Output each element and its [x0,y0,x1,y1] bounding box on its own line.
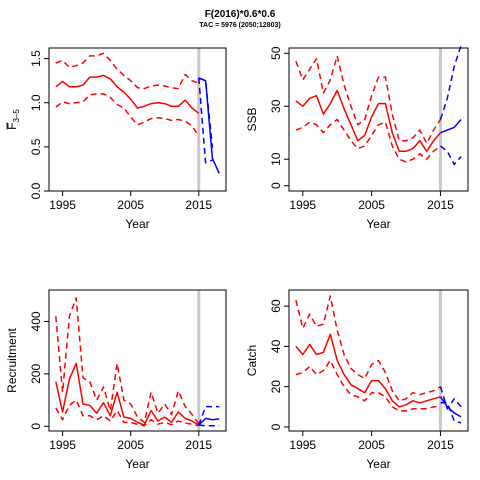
series-projection-lower [440,402,462,424]
plot-frame [288,47,469,192]
y-axis-label: Catch [245,345,259,376]
series-projection-median [439,396,462,418]
series-projection-median [440,119,462,134]
x-tick-label: 1995 [49,198,76,212]
series-projection-upper [198,405,220,426]
x-tick-label: 2005 [117,438,144,452]
f-panel: 1995 2005 2015 0.0 0.5 1.0 1.5 Year F3–5 [5,47,227,231]
figure-subtitle: TAC = 5976 (2050;12803) [199,22,281,29]
x-axis-label: Year [366,457,390,471]
x-tick-label: 1995 [289,198,316,212]
series-historical-median [295,89,442,153]
y-tick-label: 0 [269,423,283,430]
plot-frame [288,289,469,432]
series-historical-lower [55,399,199,427]
y-tick-label: 1.5 [29,50,43,67]
y-tick-label: 0 [269,182,283,189]
x-tick-label: 2005 [117,198,144,212]
x-tick-label: 2005 [358,438,385,452]
series-projection-lower [198,77,213,164]
y-tick-label: 60 [269,299,283,313]
y-tick-label: 20 [269,380,283,394]
x-tick-label: 2015 [427,438,454,452]
series-projection-upper [198,77,214,148]
series-projection-median [198,77,220,174]
x-tick-label: 1995 [49,438,76,452]
series-historical-upper [295,295,441,402]
x-tick-label: 2005 [358,198,385,212]
series-historical-upper [55,297,200,425]
x-tick-label: 2015 [427,198,454,212]
series-projection-median [198,417,220,426]
series-projection-upper [439,45,462,120]
x-tick-label: 2015 [185,198,212,212]
y-tick-label: 50 [269,46,283,60]
y-tick-label: 30 [269,99,283,113]
x-axis-label: Year [125,457,149,471]
series-historical-lower [55,93,200,137]
x-axis-label: Year [366,217,390,231]
ssb-panel: 1995 2005 2015 0 10 30 50 Year SSB [245,45,469,231]
y-tick-label: 40 [269,339,283,353]
y-axis-label: Recruitment [5,327,19,392]
catch-panel: 1995 2005 2015 0 20 40 60 Year Catch [245,289,469,471]
plot-frame [48,289,227,432]
y-tick-label: 1.0 [29,94,43,111]
y-tick-label: 0.5 [29,138,43,155]
y-tick-label: 400 [29,311,43,331]
series-historical-upper [295,55,442,145]
series-historical-lower [295,118,441,163]
x-tick-label: 2015 [185,438,212,452]
x-tick-label: 1995 [289,438,316,452]
figure-title: F(2016)*0.6*0.6 [204,9,276,20]
y-tick-label: 0 [29,423,43,430]
series-historical-median [55,362,200,426]
recruitment-panel: 1995 2005 2015 0 200 400 Year Recruitment [5,289,227,471]
series-historical-median [55,74,200,114]
series-projection-lower [198,424,220,427]
y-axis-label: F3–5 [5,109,21,130]
y-tick-label: 200 [29,364,43,384]
series-projection-lower [440,145,462,166]
y-tick-label: 0.0 [29,182,43,199]
series-historical-lower [295,359,441,412]
series-historical-upper [55,52,200,90]
series-projection-upper [439,386,462,410]
y-tick-label: 10 [269,152,283,166]
y-axis-label: SSB [245,107,259,131]
plot-frame [48,47,227,192]
x-axis-label: Year [125,217,149,231]
series-historical-median [295,333,441,408]
